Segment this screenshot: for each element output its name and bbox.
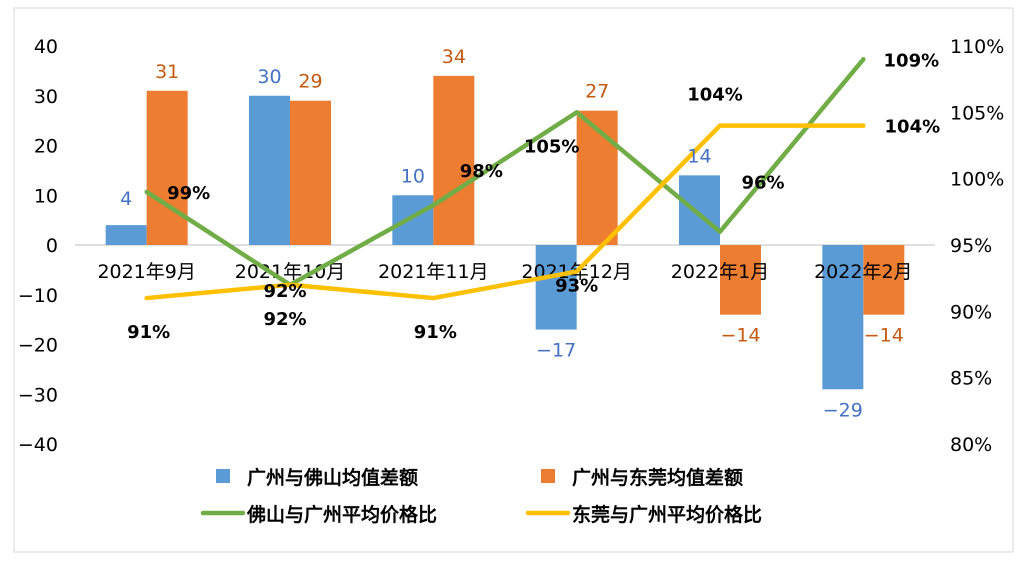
line-data-label: 105%: [524, 136, 580, 157]
line-data-label: 99%: [167, 183, 210, 204]
bar-data-label: 4: [120, 188, 132, 210]
category-label: 2021年11月: [378, 261, 489, 283]
line-series1: [144, 57, 866, 288]
bar-series1: [822, 245, 864, 390]
left-axis: 40 30 20 10 0 −10 −20 −30 −40: [18, 36, 58, 456]
lines: [144, 57, 866, 301]
bar-series1: [535, 245, 577, 330]
left-axis-tick-label: −30: [18, 384, 58, 406]
bar-data-label: 29: [298, 71, 322, 93]
left-axis-tick-label: 0: [46, 235, 58, 257]
bar-series2: [720, 245, 761, 315]
right-axis-tick-label: 85%: [950, 368, 992, 390]
line-data-label: 98%: [460, 161, 503, 182]
data-labels: 4 30 10 −17 14 −29 31 29 34 27 −14 −14 99% 92% 98% 105%…: [120, 46, 940, 421]
bar-series2: [576, 110, 618, 245]
line-data-label: 92%: [263, 309, 306, 330]
line-data-label: 109%: [884, 50, 940, 71]
left-axis-tick-label: −40: [18, 434, 58, 456]
bar-series2: [863, 245, 905, 315]
right-axis-tick-label: 105%: [950, 102, 1004, 124]
right-axis-tick-label: 110%: [950, 36, 1004, 58]
category-label: 2021年9月: [97, 261, 195, 283]
right-axis-tick-label: 90%: [950, 301, 992, 323]
category-label: 2022年1月: [671, 261, 769, 283]
left-axis-tick-label: −10: [18, 285, 58, 307]
legend-label: 广州与东莞均值差额: [572, 466, 743, 489]
right-axis: 110% 105% 100% 95% 90% 85% 80%: [950, 36, 1004, 456]
left-axis-tick-label: −20: [18, 335, 58, 357]
bar-series2: [290, 100, 331, 245]
bar-series2: [433, 75, 475, 245]
bar-data-label: 14: [687, 145, 711, 167]
bar-data-label: 10: [401, 165, 425, 187]
left-axis-tick-label: 40: [34, 36, 58, 58]
left-axis-tick-label: 20: [34, 136, 58, 158]
line-data-label: 91%: [414, 322, 457, 343]
right-axis-tick-label: 95%: [950, 235, 992, 257]
line-data-label: 104%: [687, 85, 743, 106]
line-series2: [144, 123, 866, 301]
right-axis-tick-label: 80%: [950, 434, 992, 456]
legend-label: 东莞与广州平均价格比: [572, 503, 762, 526]
right-axis-tick-label: 100%: [950, 169, 1004, 191]
bar-data-label: −29: [823, 399, 863, 421]
bar-series1: [679, 175, 720, 245]
line-data-label: 96%: [741, 173, 784, 194]
category-label: 2022年2月: [814, 261, 912, 283]
left-axis-tick-label: 30: [34, 86, 58, 108]
line-data-label: 104%: [885, 117, 941, 138]
legend-swatch: [216, 469, 230, 483]
line-data-label: 92%: [263, 281, 306, 302]
left-axis-tick-label: 10: [34, 185, 58, 207]
bar-data-label: 31: [155, 61, 179, 83]
bar-data-label: −14: [864, 325, 904, 347]
bar-data-label: 30: [257, 66, 281, 88]
legend-label: 佛山与广州平均价格比: [246, 503, 437, 526]
bar-data-label: 34: [442, 46, 466, 68]
line-data-label: 91%: [127, 322, 170, 343]
legend-label: 广州与佛山均值差额: [247, 466, 418, 489]
bar-series1: [392, 195, 434, 245]
bar-series1: [249, 95, 290, 245]
bar-data-label: −14: [720, 325, 760, 347]
bar-data-label: −17: [536, 340, 576, 362]
bars: [105, 75, 905, 390]
bar-series1: [105, 225, 147, 245]
legend-swatch: [541, 469, 555, 483]
bar-series2: [146, 90, 188, 246]
line-data-label: 93%: [555, 276, 598, 297]
bar-data-label: 27: [585, 81, 609, 103]
